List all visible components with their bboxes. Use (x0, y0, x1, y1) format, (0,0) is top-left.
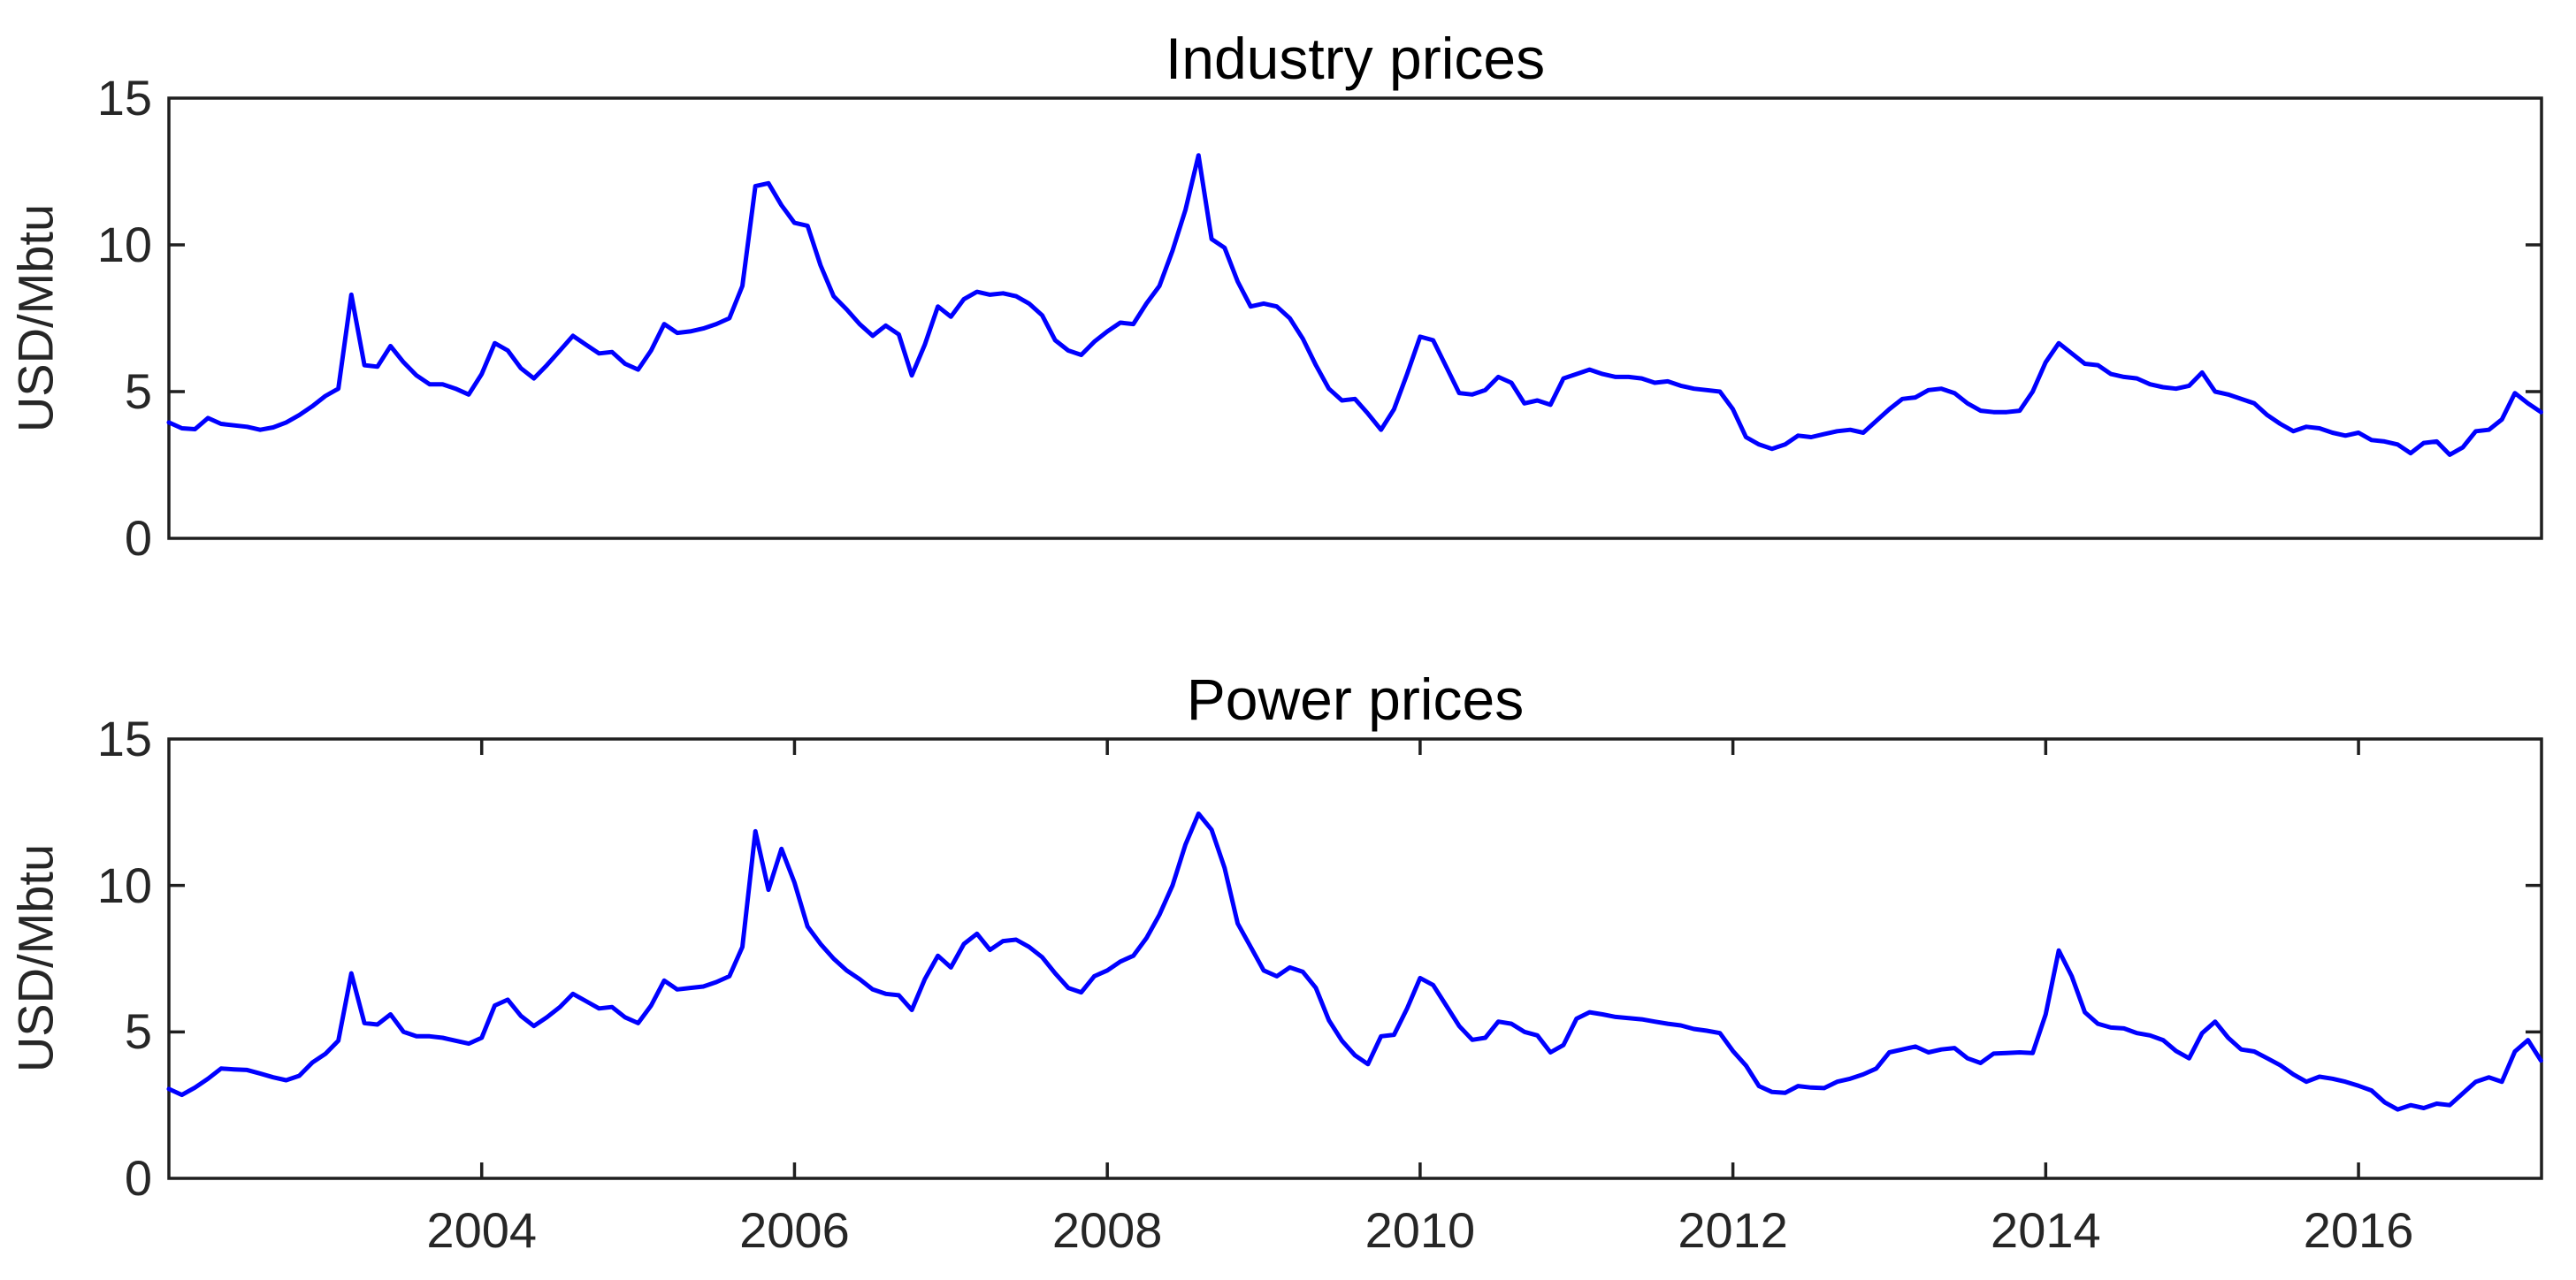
chart-title-power: Power prices (1186, 667, 1525, 732)
x-tick-label: 2006 (739, 1202, 850, 1258)
y-tick-label: 10 (96, 857, 152, 913)
chart-title-industry: Industry prices (1165, 26, 1546, 91)
power-price-line (166, 811, 2543, 1112)
x-tick-label: 2016 (2303, 1202, 2414, 1258)
y-tick-label: 0 (124, 510, 152, 566)
x-tick-label: 2008 (1051, 1202, 1163, 1258)
x-tick-label: 2010 (1364, 1202, 1476, 1258)
y-tick-label: 0 (124, 1150, 152, 1206)
y-tick-label: 5 (124, 363, 152, 419)
x-tick-label: 2004 (426, 1202, 537, 1258)
axes-box (167, 96, 2543, 540)
industry-price-line (166, 153, 2543, 457)
axes-box (167, 737, 2543, 1180)
y-tick-label: 10 (96, 217, 152, 272)
y-tick-label: 15 (96, 711, 152, 766)
y-tick-label: 15 (96, 70, 152, 126)
x-tick-label: 2012 (1678, 1202, 1788, 1258)
x-tick-label: 2014 (1991, 1202, 2101, 1258)
y-tick-label: 5 (124, 1003, 152, 1060)
